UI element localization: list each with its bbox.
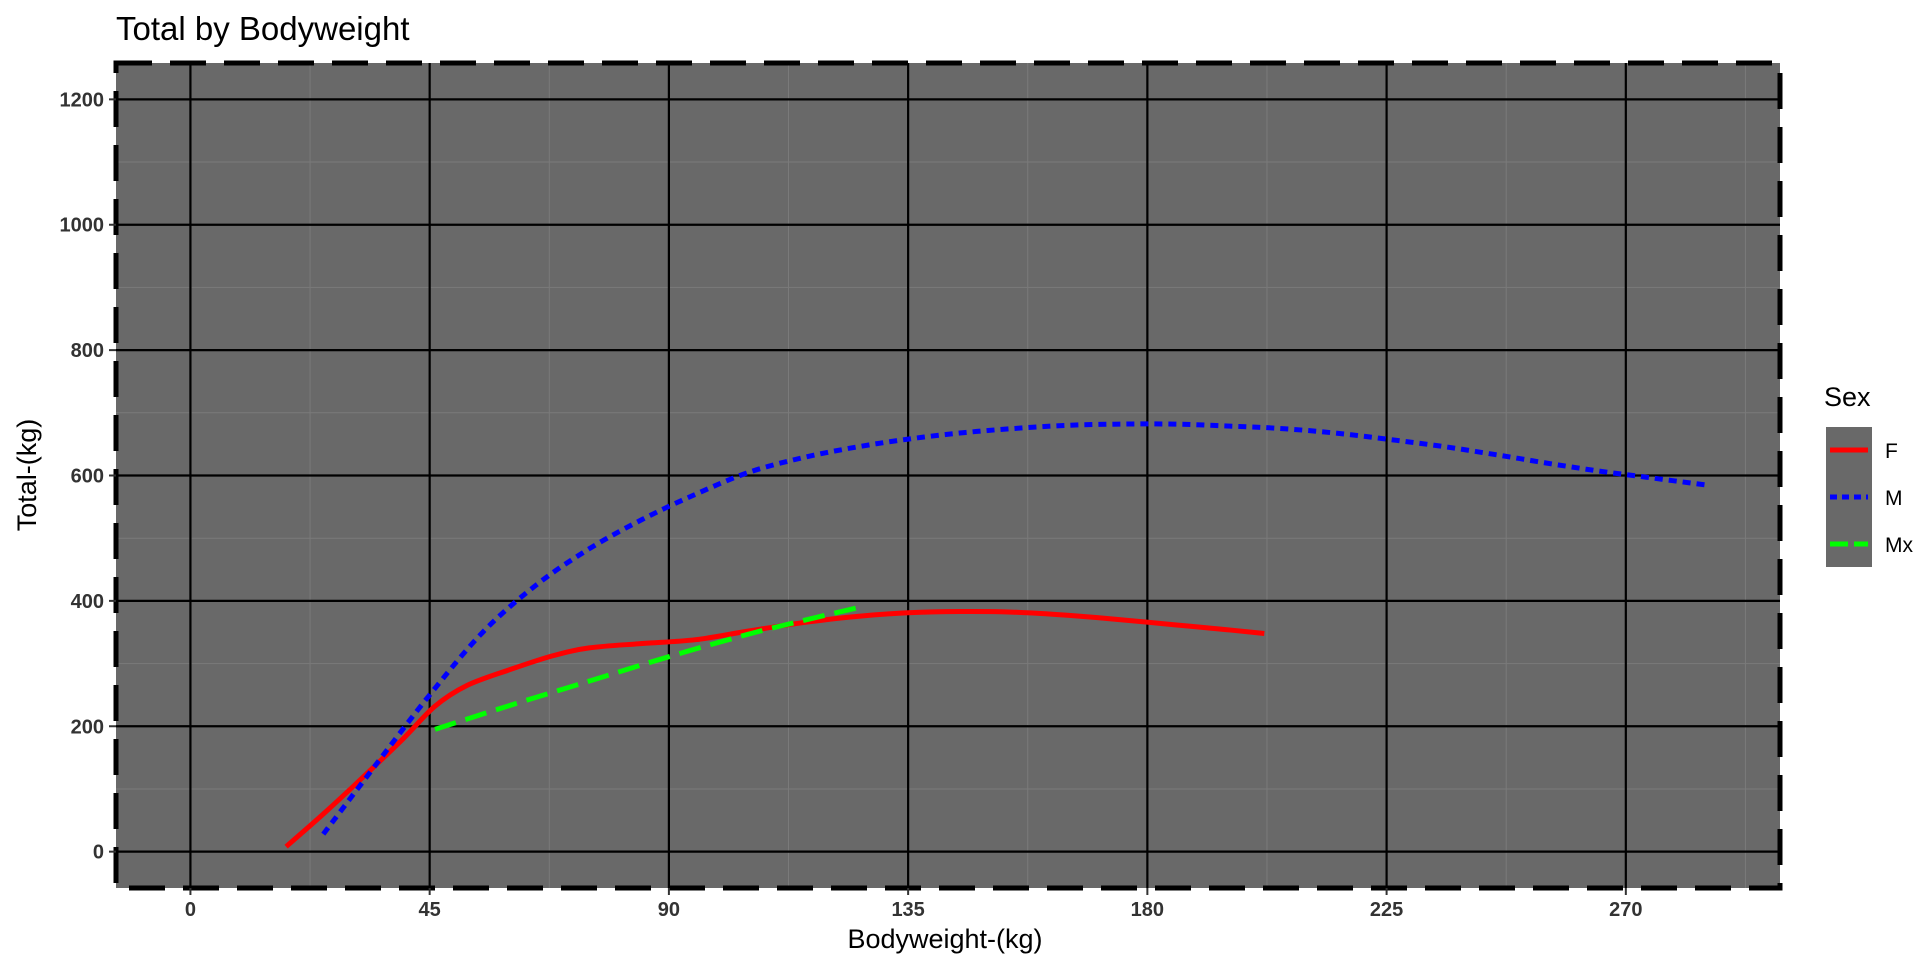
- x-axis-ticks: 0 45 90 135 180 225 270: [185, 888, 1643, 921]
- x-tick-label: 270: [1609, 899, 1642, 921]
- chart-title: Total by Bodyweight: [116, 10, 410, 47]
- series-lines: [284, 421, 1706, 849]
- y-tick-label: 1000: [60, 215, 105, 237]
- y-axis-label: Total-(kg): [12, 419, 42, 532]
- y-tick-label: 0: [93, 842, 104, 864]
- legend: Sex F M Mx: [1824, 382, 1913, 567]
- legend-label-m: M: [1885, 487, 1903, 510]
- x-axis-label: Bodyweight-(kg): [847, 924, 1042, 954]
- x-tick-label: 90: [658, 899, 680, 921]
- x-tick-label: 0: [185, 899, 196, 921]
- legend-label-f: F: [1885, 440, 1898, 463]
- series-line-f: [284, 608, 1265, 849]
- legend-title: Sex: [1824, 382, 1871, 412]
- x-tick-label: 225: [1370, 899, 1403, 921]
- y-tick-label: 800: [71, 340, 104, 362]
- y-tick-label: 400: [71, 591, 104, 613]
- y-tick-label: 600: [71, 466, 104, 488]
- y-tick-label: 200: [71, 716, 104, 738]
- major-gridlines: [116, 63, 1780, 888]
- y-axis-ticks: 0 200 400 600 800 1000 1200: [60, 89, 116, 864]
- x-tick-label: 45: [419, 899, 441, 921]
- x-tick-label: 135: [891, 899, 924, 921]
- series-line-m: [321, 421, 1706, 836]
- y-tick-label: 1200: [60, 89, 105, 111]
- x-tick-label: 180: [1131, 899, 1164, 921]
- series-line-mx: [434, 604, 861, 732]
- legend-label-mx: Mx: [1885, 534, 1913, 557]
